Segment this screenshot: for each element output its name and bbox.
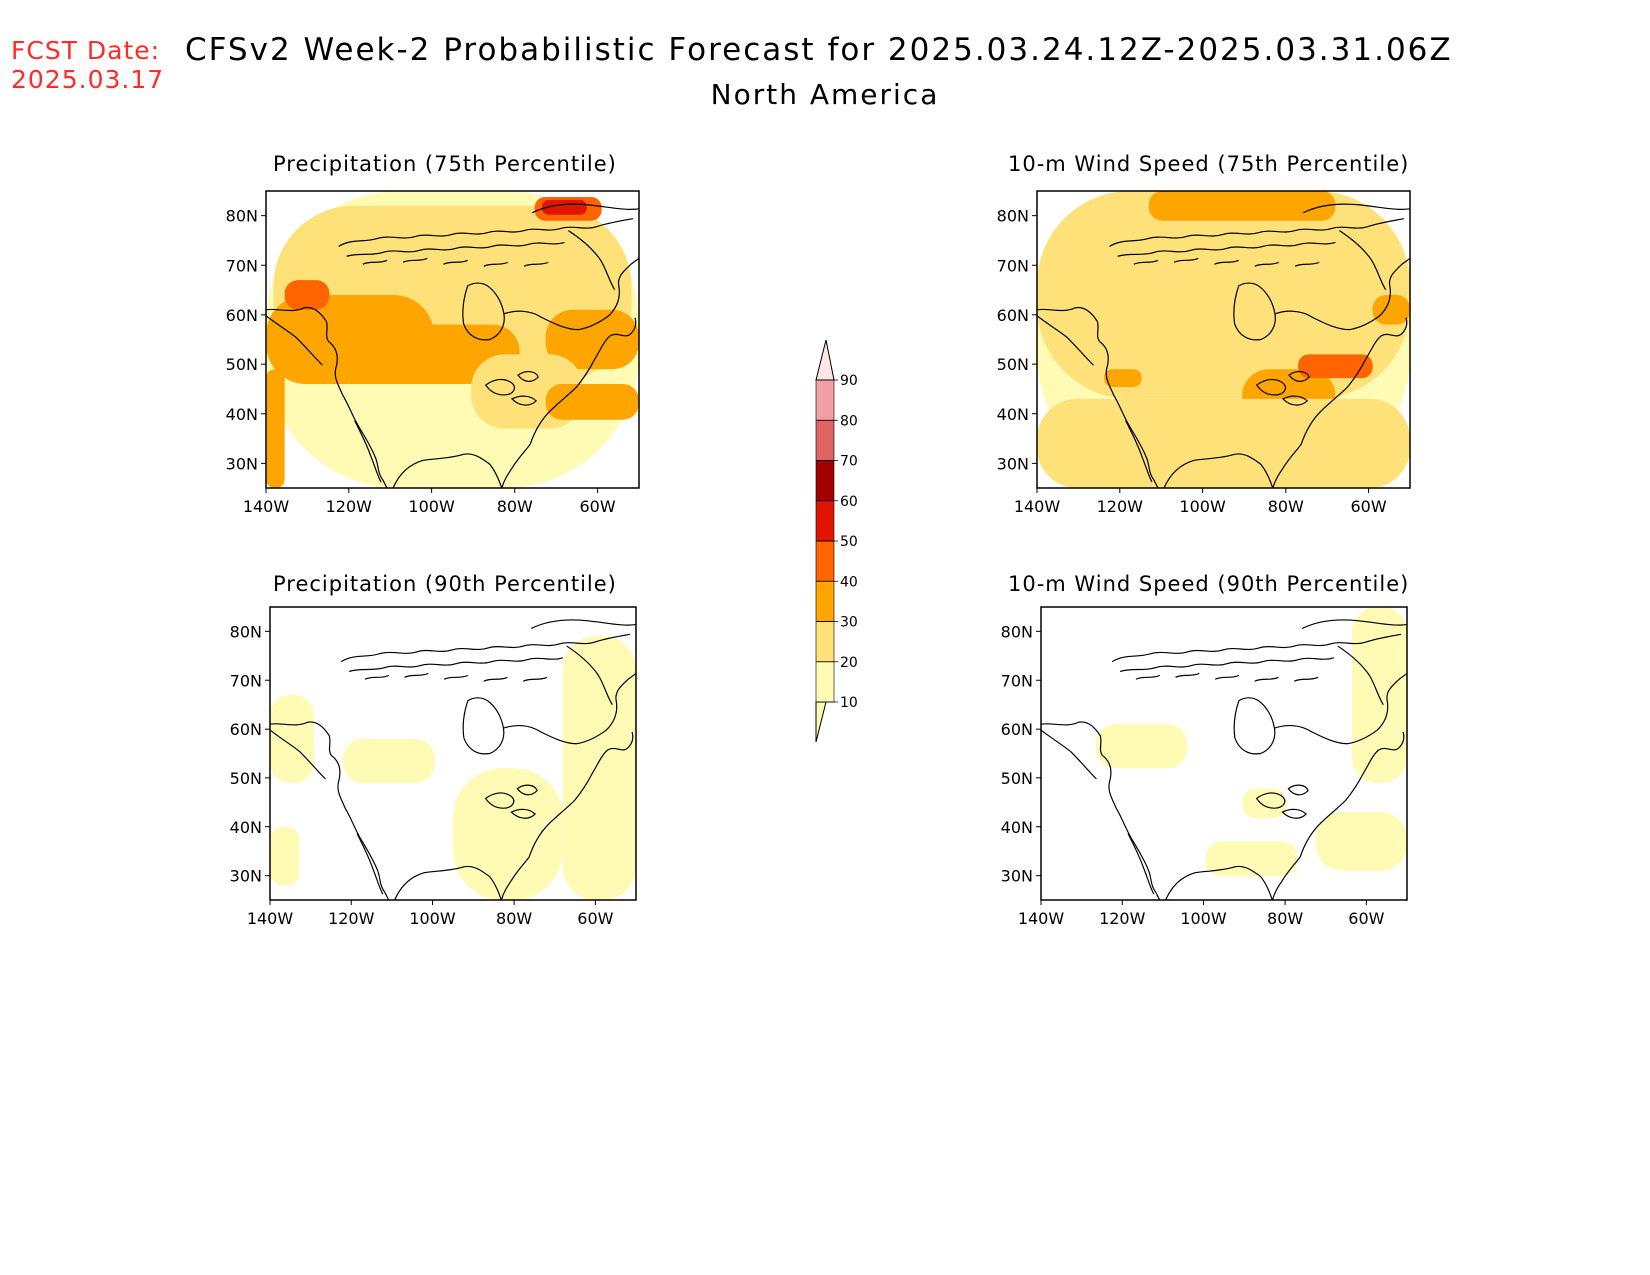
lat-tick-label: 80N (226, 207, 258, 226)
lon-tick-label: 120W (326, 497, 373, 516)
lon-tick-label: 100W (1179, 497, 1226, 516)
panel-title-precip90: Precipitation (90th Percentile) (273, 572, 617, 596)
lat-tick-label: 30N (230, 867, 262, 886)
colorbar-segment (815, 419, 835, 461)
colorbar-label: 20 (840, 655, 858, 671)
panel-title-precip75: Precipitation (75th Percentile) (273, 152, 617, 176)
probability-shading (562, 636, 636, 900)
axis-labels: 140W 120W 100W 80W 60W 30N 40N 50N 60N 70N 80N 140W… (226, 207, 1387, 928)
probability-shading (343, 738, 435, 783)
colorbar-segment (815, 460, 835, 502)
probability-shading (453, 768, 563, 900)
map-panel-precip90 (269, 606, 637, 901)
main-title: CFSv2 Week-2 Probabilistic Forecast for … (185, 32, 1453, 68)
lat-tick-label: 60N (230, 720, 262, 739)
probability-shading (284, 280, 330, 310)
lon-tick-label: 60W (577, 909, 613, 928)
lon-tick-label: 80W (497, 497, 533, 516)
lon-tick-label: 60W (580, 497, 616, 516)
lat-tick-label: 50N (230, 769, 262, 788)
colorbar-label: 50 (840, 534, 858, 550)
lat-tick-label: 50N (997, 355, 1029, 374)
region-subtitle: North America (710, 78, 940, 111)
probability-shading (545, 309, 639, 370)
colorbar-label: 30 (840, 615, 858, 631)
lon-tick-label: 140W (1014, 497, 1061, 516)
lat-tick-label: 60N (226, 306, 258, 325)
forecast-date-label: FCST Date: 2025.03.17 (11, 36, 164, 94)
colorbar-segment (815, 580, 835, 622)
lon-tick-label: 140W (1018, 909, 1065, 928)
lat-tick-label: 60N (997, 306, 1029, 325)
probability-shading (1298, 354, 1373, 379)
panel-title-wind90: 10-m Wind Speed (90th Percentile) (1008, 572, 1410, 596)
lon-tick-label: 100W (408, 497, 455, 516)
lon-tick-label: 80W (1268, 497, 1304, 516)
map-panel-wind75 (1036, 190, 1411, 489)
colorbar-segment (815, 621, 835, 663)
colorbar-label: 80 (840, 413, 858, 429)
probability-shading (1205, 841, 1298, 877)
lat-tick-label: 40N (997, 405, 1029, 424)
colorbar-segment (815, 540, 835, 582)
lon-tick-label: 140W (243, 497, 290, 516)
lat-tick-label: 40N (230, 818, 262, 837)
lon-tick-label: 80W (1267, 909, 1303, 928)
probability-shading (545, 384, 639, 420)
probability-shading (1148, 191, 1336, 221)
colorbar-label: 70 (840, 454, 858, 470)
lat-tick-label: 80N (230, 622, 262, 641)
colorbar-label: 40 (840, 574, 858, 590)
colorbar-segment (815, 379, 835, 421)
colorbar-label: 10 (840, 695, 858, 711)
probability-shading (270, 826, 300, 886)
lat-tick-label: 50N (1001, 769, 1033, 788)
lat-tick-label: 60N (1001, 720, 1033, 739)
lat-tick-label: 40N (1001, 818, 1033, 837)
lat-tick-label: 80N (997, 207, 1029, 226)
lon-tick-label: 100W (1180, 909, 1227, 928)
probability-shading (1372, 294, 1410, 325)
lon-tick-label: 100W (409, 909, 456, 928)
lat-tick-label: 70N (226, 256, 258, 275)
probability-shading (1315, 812, 1407, 871)
lon-tick-label: 60W (1348, 909, 1384, 928)
probability-shading (270, 694, 314, 783)
map-panel-wind90 (1040, 606, 1408, 901)
probability-shading (266, 369, 285, 488)
probability-shading (1242, 788, 1287, 818)
colorbar-label: 90 (840, 373, 858, 389)
lon-tick-label: 60W (1351, 497, 1387, 516)
probability-shading (1352, 607, 1407, 783)
lat-tick-label: 30N (1001, 867, 1033, 886)
lat-tick-label: 30N (997, 454, 1029, 473)
colorbar-label: 60 (840, 494, 858, 510)
lon-tick-label: 80W (496, 909, 532, 928)
fcst-date: 2025.03.17 (11, 65, 165, 94)
lat-tick-label: 30N (226, 454, 258, 473)
lon-tick-label: 120W (1097, 497, 1144, 516)
probability-shading (1104, 369, 1142, 388)
lat-tick-label: 70N (230, 671, 262, 690)
lat-tick-label: 80N (1001, 622, 1033, 641)
lon-tick-label: 140W (247, 909, 294, 928)
lat-tick-label: 70N (997, 256, 1029, 275)
lat-tick-label: 50N (226, 355, 258, 374)
lon-tick-label: 120W (328, 909, 375, 928)
map-panel-precip75 (265, 190, 640, 489)
lat-tick-label: 70N (1001, 671, 1033, 690)
lat-tick-label: 40N (226, 405, 258, 424)
fcst-label: FCST Date: (11, 36, 161, 65)
panel-title-wind75: 10-m Wind Speed (75th Percentile) (1008, 152, 1410, 176)
colorbar-segment (815, 500, 835, 542)
probability-shading (1095, 724, 1188, 769)
probability-shading (1037, 398, 1410, 488)
lon-tick-label: 120W (1099, 909, 1146, 928)
colorbar-segment (815, 661, 835, 703)
colorbar-legend: 10 20 30 40 50 60 70 80 90 (815, 339, 858, 743)
